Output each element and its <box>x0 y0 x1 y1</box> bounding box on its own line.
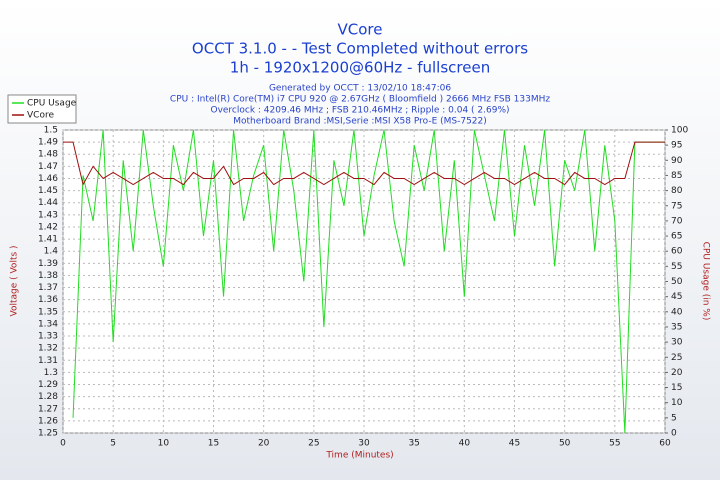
y-tick-label: 1.32 <box>38 344 58 354</box>
y-tick-label: 1.37 <box>38 283 58 293</box>
legend-label: CPU Usage <box>27 99 77 109</box>
x-tick-label: 0 <box>60 439 66 449</box>
y-tick-label: 1.27 <box>38 404 58 414</box>
chart-subtitle: OCCT 3.1.0 - - Test Completed without er… <box>192 40 528 58</box>
y-tick-label: 1.39 <box>38 259 58 269</box>
y-tick-label: 1.4 <box>44 247 59 257</box>
y-tick-label: 1.38 <box>38 271 58 281</box>
info-line: Overclock : 4209.46 MHz ; FSB 210.46MHz … <box>210 106 509 116</box>
legend-box <box>7 94 77 124</box>
x-tick-label: 50 <box>559 439 571 449</box>
x-tick-label: 10 <box>158 439 170 449</box>
legend-label: VCore <box>27 111 54 121</box>
y-tick-label: 1.25 <box>38 429 58 439</box>
y-tick-label: 1.3 <box>44 368 58 378</box>
y2-tick-label: 25 <box>671 353 682 363</box>
y2-tick-label: 50 <box>671 277 683 287</box>
x-tick-label: 40 <box>459 439 471 449</box>
y-tick-label: 1.35 <box>38 307 58 317</box>
y-tick-label: 1.49 <box>38 138 58 148</box>
series-line <box>72 129 665 434</box>
y2-tick-label: 15 <box>671 383 682 393</box>
y-tick-label: 1.36 <box>38 295 58 305</box>
y2-tick-label: 70 <box>671 216 683 226</box>
chart-subtitle: 1h - 1920x1200@60Hz - fullscreen <box>230 59 490 77</box>
info-line: Generated by OCCT : 13/02/10 18:47:06 <box>269 84 451 94</box>
y2-tick-label: 10 <box>671 398 683 408</box>
y2-tick-label: 75 <box>671 201 682 211</box>
y2-tick-label: 80 <box>671 186 683 196</box>
y-tick-label: 1.34 <box>38 319 58 329</box>
y-tick-label: 1.47 <box>38 162 58 172</box>
y2-tick-label: 5 <box>671 413 677 423</box>
y-tick-label: 1.28 <box>38 392 58 402</box>
x-tick-label: 55 <box>609 439 620 449</box>
y-tick-label: 1.46 <box>38 174 58 184</box>
y2-tick-label: 55 <box>671 262 682 272</box>
y-tick-label: 1.41 <box>38 235 58 245</box>
y2-tick-label: 100 <box>671 126 688 136</box>
y2-tick-label: 65 <box>671 232 682 242</box>
x-tick-label: 15 <box>208 439 219 449</box>
y-tick-label: 1.45 <box>38 186 58 196</box>
series-line <box>63 141 665 186</box>
y-tick-label: 1.48 <box>38 150 58 160</box>
y-tick-label: 1.43 <box>38 210 58 220</box>
info-line: CPU : Intel(R) Core(TM) i7 CPU 920 @ 2.6… <box>170 95 550 105</box>
y-tick-label: 1.31 <box>38 356 58 366</box>
y2-tick-label: 95 <box>671 141 682 151</box>
x-axis-label: Time (Minutes) <box>325 451 393 461</box>
x-tick-label: 5 <box>110 439 116 449</box>
y2-tick-label: 40 <box>671 307 683 317</box>
x-tick-label: 20 <box>258 439 270 449</box>
y2-tick-label: 45 <box>671 292 682 302</box>
y2-tick-label: 20 <box>671 368 683 378</box>
y2-axis-label: CPU Usage (in %) <box>701 242 711 321</box>
x-tick-label: 35 <box>408 439 419 449</box>
y2-tick-label: 30 <box>671 338 683 348</box>
x-tick-label: 30 <box>358 439 370 449</box>
y-tick-label: 1.42 <box>38 222 58 232</box>
info-line: Motherboard Brand :MSI,Serie :MSI X58 Pr… <box>233 117 487 127</box>
y-tick-label: 1.33 <box>38 332 58 342</box>
y-tick-label: 1.29 <box>38 380 58 390</box>
chart-title: VCore <box>338 21 383 39</box>
x-tick-label: 60 <box>659 439 671 449</box>
y-tick-label: 1.44 <box>38 198 58 208</box>
y2-tick-label: 85 <box>671 171 682 181</box>
y-tick-label: 1.5 <box>44 126 58 136</box>
y2-tick-label: 90 <box>671 156 683 166</box>
y2-tick-label: 35 <box>671 322 682 332</box>
y2-tick-label: 60 <box>671 247 683 257</box>
y-axis-label: Voltage ( Volts ) <box>10 245 20 316</box>
x-tick-label: 45 <box>509 439 520 449</box>
x-tick-label: 25 <box>308 439 319 449</box>
y-tick-label: 1.26 <box>38 416 58 426</box>
y2-tick-label: 0 <box>671 429 677 439</box>
